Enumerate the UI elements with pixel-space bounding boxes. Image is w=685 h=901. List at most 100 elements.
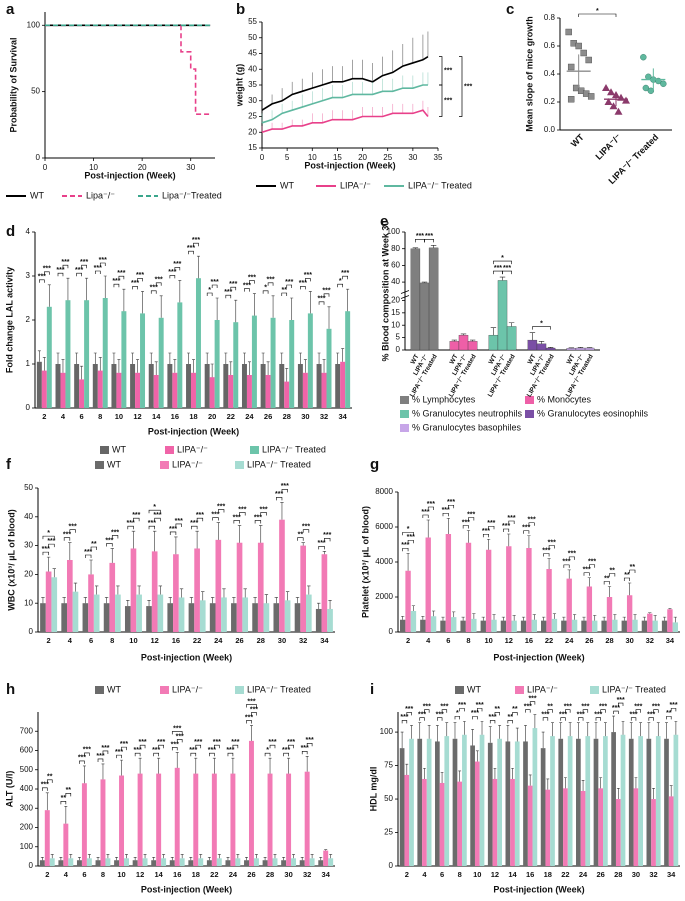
bar (593, 738, 599, 866)
significance-bracket (212, 517, 219, 521)
significance-bracket (169, 531, 177, 535)
error-bar (612, 715, 616, 733)
bar (488, 334, 499, 351)
significance-bracket (81, 264, 87, 269)
significance-bracket (233, 520, 240, 524)
axis-break (400, 290, 410, 299)
error-bar (222, 588, 226, 598)
significance-bracket (44, 271, 50, 275)
significance-bracket (589, 564, 596, 568)
significance-bracket (603, 581, 610, 585)
significance-label: *** (84, 549, 92, 556)
significance-bracket (337, 283, 343, 288)
bar (611, 732, 616, 866)
significance-label: *** (285, 279, 293, 286)
x-tick-label: 4 (61, 412, 66, 421)
error-bar (295, 597, 300, 604)
bar (132, 860, 138, 866)
significance-bracket (629, 569, 636, 573)
bar (41, 370, 47, 408)
bar (204, 364, 210, 408)
significance-label: *** (231, 739, 239, 746)
bar (527, 785, 533, 866)
error-bar (547, 346, 554, 349)
x-tick-label: 30 (301, 412, 309, 421)
x-tick-label: 16 (526, 870, 534, 879)
y-tick-label: 75 (384, 761, 393, 770)
bar (74, 364, 80, 408)
error-bar (52, 568, 56, 578)
significance-label: *** (190, 520, 198, 527)
bar (279, 519, 285, 632)
bar (223, 364, 229, 408)
significance-label: *** (317, 296, 325, 303)
x-tick-label: 0 (260, 153, 265, 162)
significance-bracket (488, 525, 495, 530)
significance-label: *** (548, 539, 556, 546)
significance-bracket (148, 525, 155, 530)
significance-label: *** (488, 714, 496, 721)
error-bar (492, 614, 496, 620)
significance-bracket (60, 801, 67, 805)
significance-label: *** (528, 696, 536, 703)
significance-label: *** (138, 739, 146, 746)
significance-label: *** (282, 747, 290, 754)
legend-label: WT (280, 180, 294, 190)
x-tick-label: 2 (405, 870, 409, 879)
bar (340, 361, 346, 408)
line (261, 55, 429, 111)
significance-label: ** (630, 564, 636, 571)
bar (309, 858, 315, 866)
x-axis-label: Post-injection (Week) (141, 652, 232, 662)
bar (188, 860, 194, 866)
significance-bracket (583, 572, 590, 576)
x-tick-label: 10 (484, 636, 492, 645)
y-axis-label: Platelet (x10³/ µL of blood) (360, 506, 370, 618)
bar (474, 761, 480, 866)
error-bar (521, 616, 526, 621)
significance-bracket (542, 717, 549, 721)
error-bar (59, 857, 63, 861)
y-tick-label: 15 (391, 308, 400, 317)
significance-bracket (249, 280, 255, 284)
x-tick-label: 32 (303, 870, 311, 879)
significance-label: *** (101, 745, 109, 752)
bar (304, 771, 310, 866)
significance-label: *** (192, 237, 200, 244)
bar (633, 788, 639, 866)
error-bar (85, 277, 89, 301)
significance-bracket (427, 506, 434, 510)
x-tick-label: 22 (210, 870, 218, 879)
significance-bracket (286, 284, 293, 288)
significance-label: ** (624, 572, 630, 579)
significance-label: *** (80, 259, 88, 266)
bar (345, 311, 351, 408)
error-bar (82, 765, 86, 784)
significance-bracket (424, 239, 434, 243)
error-bar (173, 359, 177, 373)
error-bar (453, 722, 457, 739)
bar (606, 597, 613, 632)
data-point (609, 102, 618, 110)
y-tick-label: 300 (20, 803, 34, 812)
significance-bracket (609, 573, 616, 577)
y-tick-label: 600 (20, 746, 34, 755)
x-tick-label: 22 (545, 636, 553, 645)
significance-label: *** (568, 551, 576, 558)
error-bar (559, 722, 563, 739)
bar (497, 280, 508, 351)
significance-bracket (116, 754, 122, 759)
error-bar (187, 352, 191, 364)
bar (95, 860, 101, 866)
error-bar (152, 530, 157, 552)
bar (39, 860, 45, 866)
error-bar (634, 777, 638, 789)
y-tick-label: 2000 (375, 592, 393, 601)
significance-label: *** (248, 274, 256, 281)
bar (668, 796, 674, 866)
y-tick-label: 100 (20, 842, 34, 851)
significance-label: *** (169, 526, 177, 533)
significance-bracket (209, 752, 215, 757)
bar (485, 549, 492, 632)
